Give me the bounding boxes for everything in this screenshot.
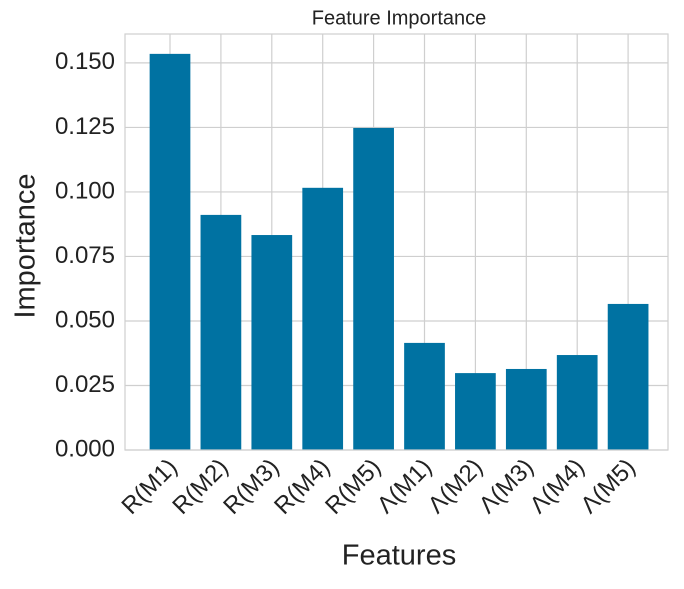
bar	[607, 303, 649, 450]
plot-frame	[124, 33, 669, 451]
bar	[302, 187, 344, 450]
y-axis-label: Importance	[10, 173, 42, 318]
y-tick-label: 0.050	[55, 306, 115, 333]
y-tick-label: 0.125	[55, 113, 115, 140]
x-tick-label: R(M3)	[218, 454, 284, 520]
x-tick-label: Λ(M2)	[423, 454, 488, 519]
y-tick-label: 0.150	[55, 48, 115, 75]
x-tick-label: R(M1)	[117, 454, 183, 520]
y-tick-label: 0.025	[55, 371, 115, 398]
x-tick-label: R(M2)	[167, 454, 233, 520]
y-tick-label: 0.000	[55, 435, 115, 462]
bar	[455, 373, 496, 450]
x-tick-label: R(M5)	[320, 454, 386, 520]
x-tick-label: Λ(M3)	[474, 454, 539, 519]
y-tick-label: 0.100	[55, 177, 115, 204]
bar	[404, 342, 445, 450]
x-tick-label: R(M4)	[269, 454, 335, 520]
x-axis-label: Features	[342, 540, 456, 572]
bar	[556, 355, 598, 450]
y-tick-label: 0.075	[55, 242, 115, 269]
x-tick-label: Λ(M1)	[372, 454, 437, 519]
bar	[353, 127, 394, 450]
x-tick-label: Λ(M5)	[576, 454, 641, 519]
x-tick-label: Λ(M4)	[525, 454, 590, 519]
chart-title: Feature Importance	[312, 7, 487, 29]
bar	[149, 53, 191, 450]
bar	[251, 235, 293, 450]
bar	[200, 214, 242, 450]
bar	[505, 368, 547, 450]
